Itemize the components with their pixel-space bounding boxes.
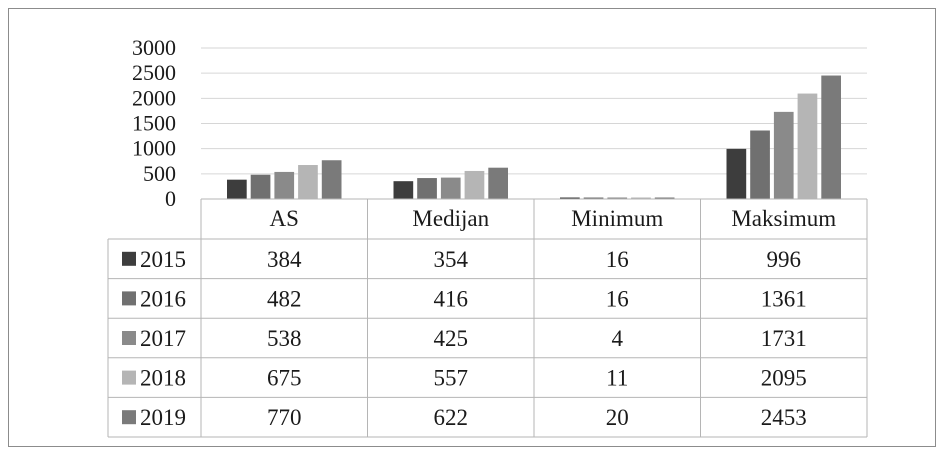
legend-label: 2016 xyxy=(140,286,186,311)
bar-2015-0 xyxy=(227,179,247,199)
data-label: 354 xyxy=(434,247,469,272)
legend-label: 2018 xyxy=(140,366,186,391)
data-label: 482 xyxy=(267,286,302,311)
data-label: 11 xyxy=(606,366,628,391)
legend-label: 2019 xyxy=(140,405,186,430)
category-label: Maksimum xyxy=(731,206,836,231)
data-label: 384 xyxy=(267,247,302,272)
data-label: 2095 xyxy=(761,366,807,391)
bar-2016-3 xyxy=(750,130,770,199)
bar-2018-2 xyxy=(631,197,651,199)
bar-2017-0 xyxy=(274,171,295,199)
bar-2017-1 xyxy=(440,177,461,199)
data-label: 2453 xyxy=(761,405,807,430)
data-label: 1361 xyxy=(761,286,807,311)
legend-label: 2017 xyxy=(140,326,186,351)
y-tick-label: 2000 xyxy=(132,85,176,110)
legend-swatch-2017 xyxy=(122,331,136,345)
y-tick-label: 1500 xyxy=(132,111,176,136)
y-tick-label: 2500 xyxy=(132,60,176,85)
figure-frame: 0 500 1000 1500 2000 2500 3000 AS Medijan Minimum… xyxy=(8,8,936,447)
data-label: 1731 xyxy=(761,326,807,351)
bar-2019-3 xyxy=(821,75,841,199)
data-label: 16 xyxy=(606,286,629,311)
legend-swatch-2018 xyxy=(122,370,136,385)
bar-2017-2 xyxy=(607,197,628,199)
bar-2019-1 xyxy=(488,167,508,199)
legend-label: 2015 xyxy=(140,247,186,272)
bar-2019-0 xyxy=(321,160,342,199)
data-label: 20 xyxy=(606,405,629,430)
y-tick-label: 0 xyxy=(165,186,176,211)
bar-2018-3 xyxy=(797,93,818,199)
bar-2015-3 xyxy=(726,148,747,199)
bar-2019-2 xyxy=(654,197,675,199)
category-label: Minimum xyxy=(571,206,663,231)
bar-2018-1 xyxy=(464,170,485,199)
legend-swatch-2019 xyxy=(122,410,136,425)
bar-2015-1 xyxy=(393,181,414,199)
bar-2016-0 xyxy=(250,174,271,199)
bar-2016-2 xyxy=(583,197,604,199)
data-label: 557 xyxy=(434,366,469,391)
data-label: 996 xyxy=(767,247,802,272)
data-label: 16 xyxy=(606,247,629,272)
category-label: Medijan xyxy=(412,206,489,231)
legend-swatch-2016 xyxy=(122,291,136,306)
data-label: 416 xyxy=(434,286,469,311)
bar-2017-3 xyxy=(773,111,794,199)
bar-2016-1 xyxy=(417,178,437,199)
data-label: 675 xyxy=(267,366,302,391)
bar-2018-0 xyxy=(298,165,318,199)
data-label: 770 xyxy=(267,405,302,430)
y-tick-label: 500 xyxy=(143,161,176,186)
legend-swatch-2015 xyxy=(122,251,136,266)
data-label: 622 xyxy=(434,405,469,430)
y-tick-label: 1000 xyxy=(132,136,176,161)
data-label: 4 xyxy=(612,326,624,351)
bar-2015-2 xyxy=(560,197,580,199)
y-tick-label: 3000 xyxy=(132,35,176,60)
data-label: 425 xyxy=(434,326,469,351)
category-label: AS xyxy=(270,206,299,231)
data-label: 538 xyxy=(267,326,302,351)
